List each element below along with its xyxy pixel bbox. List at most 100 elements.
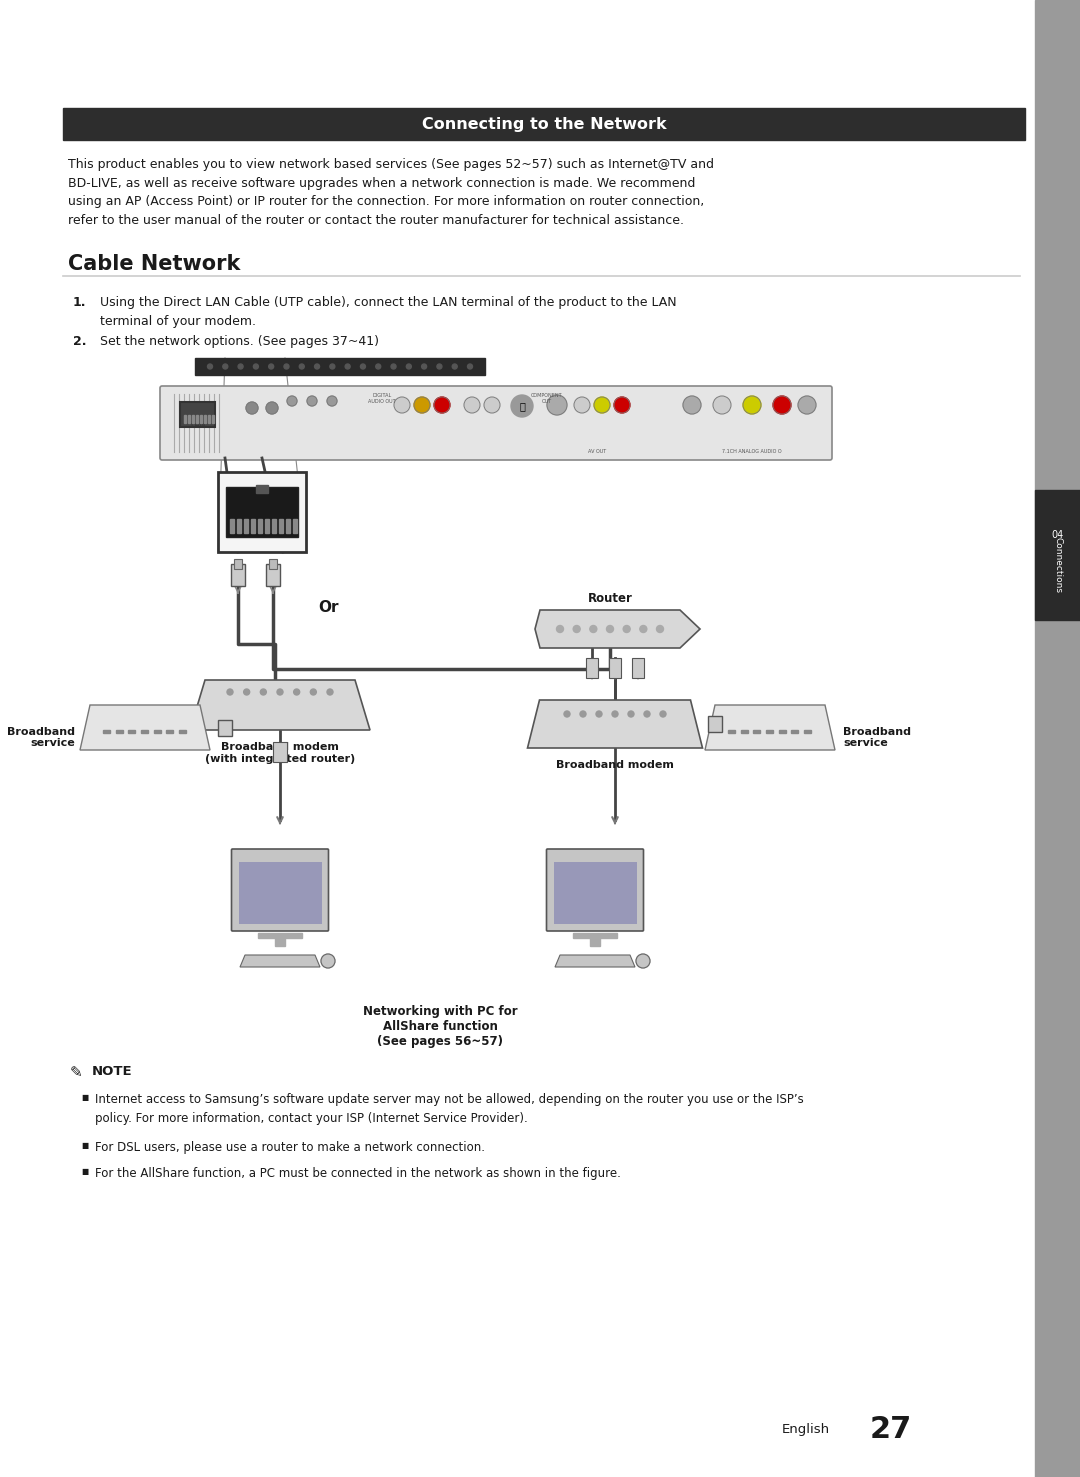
Circle shape xyxy=(743,396,761,414)
Text: ■: ■ xyxy=(81,1167,89,1176)
Bar xyxy=(212,415,214,422)
Bar xyxy=(273,741,287,762)
Bar xyxy=(609,657,621,678)
Polygon shape xyxy=(80,705,210,750)
Bar xyxy=(231,564,245,586)
Circle shape xyxy=(227,688,233,696)
Text: Or: Or xyxy=(318,600,338,614)
Text: AV OUT: AV OUT xyxy=(588,449,606,453)
Bar xyxy=(279,518,283,533)
Circle shape xyxy=(421,363,427,369)
Circle shape xyxy=(266,402,278,414)
Circle shape xyxy=(644,710,650,716)
Circle shape xyxy=(627,710,634,716)
Circle shape xyxy=(453,363,457,369)
Circle shape xyxy=(287,396,297,406)
Polygon shape xyxy=(190,679,370,730)
Circle shape xyxy=(564,710,570,716)
Text: Using the Direct LAN Cable (UTP cable), connect the LAN terminal of the product : Using the Direct LAN Cable (UTP cable), … xyxy=(100,295,677,328)
Bar xyxy=(195,415,198,422)
Text: LAN: LAN xyxy=(190,421,205,430)
Bar xyxy=(141,730,148,733)
Circle shape xyxy=(346,363,350,369)
Bar xyxy=(184,415,186,422)
Text: NOTE: NOTE xyxy=(92,1065,133,1078)
Text: Connecting to the Network: Connecting to the Network xyxy=(421,117,666,131)
FancyBboxPatch shape xyxy=(231,849,328,931)
Text: Cable Network: Cable Network xyxy=(68,254,241,275)
Text: Internet access to Samsung’s software update server may not be allowed, dependin: Internet access to Samsung’s software up… xyxy=(95,1093,804,1125)
Polygon shape xyxy=(555,956,635,967)
Bar xyxy=(180,402,215,427)
Circle shape xyxy=(246,402,258,414)
Bar xyxy=(251,518,255,533)
Circle shape xyxy=(773,396,791,414)
Bar xyxy=(153,730,161,733)
Text: Connections: Connections xyxy=(1053,538,1062,592)
Circle shape xyxy=(414,397,430,414)
Circle shape xyxy=(657,625,663,632)
Bar xyxy=(63,108,1025,140)
Bar xyxy=(204,415,206,422)
Circle shape xyxy=(222,363,228,369)
Circle shape xyxy=(437,363,442,369)
Circle shape xyxy=(615,397,630,414)
Circle shape xyxy=(464,397,480,414)
Bar xyxy=(766,730,773,733)
Circle shape xyxy=(683,396,701,414)
Circle shape xyxy=(269,363,273,369)
Circle shape xyxy=(327,396,337,406)
Circle shape xyxy=(406,363,411,369)
Bar xyxy=(269,558,276,569)
Bar xyxy=(192,415,194,422)
Bar xyxy=(286,518,291,533)
Text: 04: 04 xyxy=(1051,530,1064,541)
Text: ✎: ✎ xyxy=(70,1065,83,1080)
Circle shape xyxy=(376,363,381,369)
Polygon shape xyxy=(535,610,700,648)
Bar xyxy=(179,730,186,733)
Bar xyxy=(244,518,248,533)
Text: For the AllShare function, a PC must be connected in the network as shown in the: For the AllShare function, a PC must be … xyxy=(95,1167,621,1180)
Circle shape xyxy=(207,363,213,369)
Polygon shape xyxy=(240,956,320,967)
Circle shape xyxy=(260,688,267,696)
Circle shape xyxy=(546,394,567,415)
Bar xyxy=(230,518,234,533)
Text: Networking with PC for
AllShare function
(See pages 56~57): Networking with PC for AllShare function… xyxy=(363,1004,517,1049)
Text: 7.1CH ANALOG AUDIO O: 7.1CH ANALOG AUDIO O xyxy=(723,449,782,453)
Circle shape xyxy=(511,394,534,417)
Polygon shape xyxy=(705,705,835,750)
Circle shape xyxy=(394,397,410,414)
Circle shape xyxy=(660,710,666,716)
Circle shape xyxy=(310,688,316,696)
Text: English: English xyxy=(782,1424,831,1437)
Bar xyxy=(586,657,598,678)
Bar xyxy=(226,487,298,538)
Bar xyxy=(237,518,241,533)
Bar xyxy=(258,933,302,938)
Bar xyxy=(103,730,110,733)
Bar xyxy=(116,730,123,733)
Circle shape xyxy=(590,625,597,632)
Text: This product enables you to view network based services (See pages 52~57) such a: This product enables you to view network… xyxy=(68,158,714,226)
Circle shape xyxy=(612,710,618,716)
Bar xyxy=(208,415,210,422)
Text: Broadband
service: Broadband service xyxy=(6,727,75,749)
Text: 🔒: 🔒 xyxy=(519,400,525,411)
Bar xyxy=(258,518,262,533)
Circle shape xyxy=(596,710,602,716)
Bar xyxy=(573,933,617,938)
Bar xyxy=(792,730,798,733)
Circle shape xyxy=(391,363,396,369)
Bar xyxy=(590,933,600,945)
Circle shape xyxy=(284,363,289,369)
Text: COMPONENT
OUT: COMPONENT OUT xyxy=(531,393,563,403)
Circle shape xyxy=(434,397,450,414)
Text: 2.: 2. xyxy=(73,335,86,349)
Bar xyxy=(272,518,276,533)
Text: Set the network options. (See pages 37~41): Set the network options. (See pages 37~4… xyxy=(100,335,379,349)
Text: ■: ■ xyxy=(81,1142,89,1151)
Bar xyxy=(129,730,135,733)
Circle shape xyxy=(238,363,243,369)
